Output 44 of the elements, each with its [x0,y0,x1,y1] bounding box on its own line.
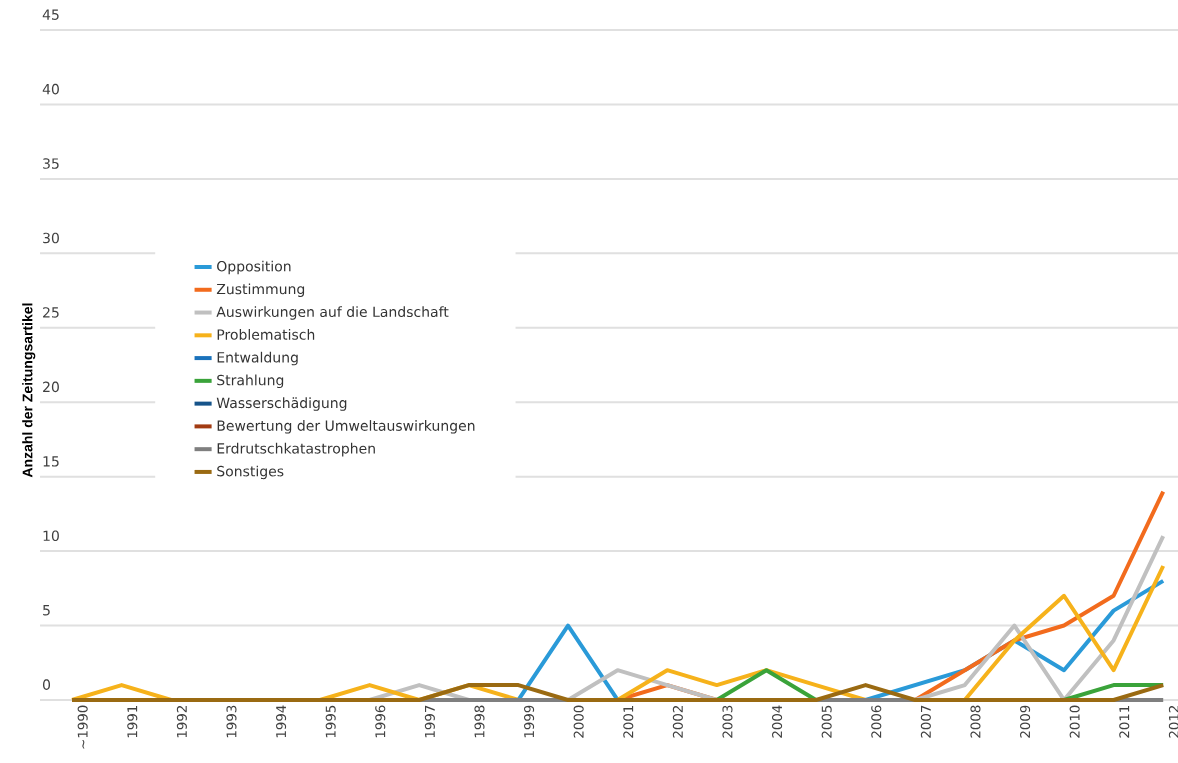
y-tick-label: 10 [43,530,59,542]
y-tick-label: 40 [42,83,59,95]
x-tick-label: 1992 [176,706,187,738]
x-tick-label: 2005 [821,705,832,738]
x-tick-label: 1999 [524,705,535,738]
x-tick-label: 1995 [325,705,336,738]
x-tick-label: 1998 [474,705,485,738]
legend-label: Problematisch [217,329,315,340]
x-tick-label: 2002 [672,706,683,738]
y-axis-title: Anzahl der Zeitungsartikel [22,303,36,478]
x-tick-label: 1996 [375,705,386,738]
x-tick-label: 2011 [1119,705,1130,738]
legend-label: Sonstiges [217,465,284,480]
x-tick-label: 2010 [1069,705,1080,738]
legend-label: Opposition [217,260,291,275]
y-tick-label: 30 [43,232,59,244]
legend-label: Entwaldung [217,351,298,366]
y-tick-label: 25 [43,307,59,318]
legend-label: Zustimmung [216,283,305,297]
x-tick-label: 1991 [127,705,138,738]
x-tick-label: 1993 [226,705,237,738]
legend-label: Strahlung [217,374,284,389]
legend-label: Auswirkungen auf die Landschaft [216,306,449,320]
y-tick-label: 5 [43,605,50,616]
y-tick-label: 0 [42,679,51,690]
x-tick-label: 2007 [920,705,931,738]
x-tick-label: 2001 [623,705,634,738]
y-tick-label: 20 [43,381,59,393]
x-tick-label: ~1990 [77,705,88,749]
legend-label: Bewertung der Umweltauswirkungen [217,420,475,434]
y-tick-label: 35 [43,158,59,169]
x-tick-label: 2003 [722,705,733,738]
x-tick-label: 2009 [1020,705,1031,738]
x-tick-label: 2006 [871,705,882,738]
legend-label: Wasserschädigung [216,397,347,411]
y-tick-label: 15 [43,456,59,467]
x-tick-label: 2004 [772,705,783,738]
legend-label: Erdrutschkatastrophen [217,442,375,457]
x-tick-label: 2008 [970,705,981,738]
x-tick-label: 1997 [424,705,435,738]
y-tick-label: 45 [42,9,59,20]
x-tick-label: 2000 [573,705,584,738]
x-tick-label: 1994 [276,705,287,738]
x-tick-label: 2012 [1168,706,1178,738]
